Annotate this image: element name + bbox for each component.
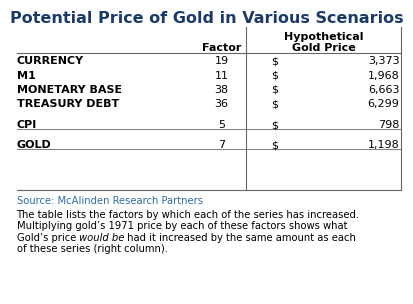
Text: $: $ [271,140,278,150]
Text: would be: would be [79,233,124,243]
Text: 38: 38 [214,85,228,95]
Text: Gold’s price: Gold’s price [17,233,79,243]
Text: 6,299: 6,299 [367,99,399,109]
Text: 1,968: 1,968 [367,71,399,81]
Text: $: $ [271,120,278,130]
Text: 3,373: 3,373 [367,56,399,66]
Text: M1: M1 [17,71,35,81]
Text: TREASURY DEBT: TREASURY DEBT [17,99,119,109]
Text: Source: McAlinden Research Partners: Source: McAlinden Research Partners [17,196,202,206]
Text: had it increased by the same amount as each: had it increased by the same amount as e… [124,233,356,243]
Text: 6,663: 6,663 [367,85,399,95]
Text: 7: 7 [217,140,225,150]
Text: Gold Price: Gold Price [291,43,354,53]
Text: CURRENCY: CURRENCY [17,56,83,66]
Text: Potential Price of Gold in Various Scenarios: Potential Price of Gold in Various Scena… [10,11,403,26]
Text: of these series (right column).: of these series (right column). [17,244,167,254]
Text: CPI: CPI [17,120,37,130]
Text: 1,198: 1,198 [367,140,399,150]
Text: 19: 19 [214,56,228,66]
Text: $: $ [271,85,278,95]
Text: $: $ [271,99,278,109]
Text: 36: 36 [214,99,228,109]
Text: Hypothetical: Hypothetical [283,32,363,42]
Text: GOLD: GOLD [17,140,51,150]
Text: The table lists the factors by which each of the series has increased.: The table lists the factors by which eac… [17,210,359,220]
Text: Multiplying gold’s 1971 price by each of these factors shows what: Multiplying gold’s 1971 price by each of… [17,221,346,231]
Text: $: $ [271,71,278,81]
Text: Factor: Factor [201,43,241,53]
Text: MONETARY BASE: MONETARY BASE [17,85,121,95]
Text: 5: 5 [218,120,224,130]
Text: $: $ [271,56,278,66]
Text: 11: 11 [214,71,228,81]
Text: 798: 798 [377,120,399,130]
